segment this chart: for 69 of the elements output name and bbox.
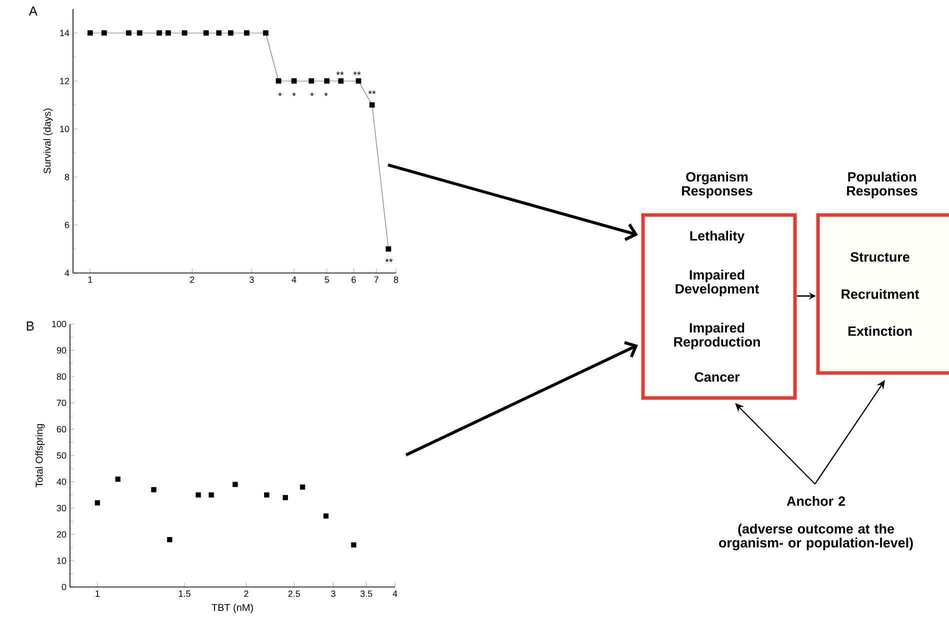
x-tick-label: 4 [292, 276, 296, 283]
text: Structure [850, 252, 910, 262]
annotation: * [310, 92, 314, 96]
annotation: ** [353, 72, 361, 76]
annotation: * [292, 92, 296, 96]
x-tick-label: 8 [394, 276, 398, 283]
point [338, 78, 344, 84]
text: Population Responses [847, 172, 918, 198]
y-tick-label: 8 [64, 174, 70, 180]
point [87, 30, 93, 36]
text: Lethality [690, 230, 745, 244]
y-tick-label: 40 [56, 478, 66, 485]
text: Anchor 2 [786, 496, 845, 506]
x-tick-label: 7 [374, 276, 378, 283]
point [369, 102, 375, 108]
text: Organism Responses [682, 172, 752, 198]
chart-title: B [26, 322, 34, 330]
x-tick-label: 4 [392, 590, 398, 597]
text: (adverse outcome at the organism- or population-level) [719, 524, 913, 550]
y-tick-label: 60 [56, 426, 66, 432]
y-tick-label: 6 [64, 222, 70, 228]
annotation: * [324, 92, 328, 96]
point [244, 30, 250, 36]
y-tick-label: 70 [56, 400, 66, 406]
y-tick-label: 0 [62, 584, 66, 590]
x-tick-label: 3.5 [360, 590, 372, 597]
text: Cancer [694, 372, 740, 382]
y-axis-title: Survival (days) [43, 108, 53, 174]
annotation: ** [368, 90, 376, 94]
y-tick-label: 10 [60, 126, 70, 132]
x-tick-label: 2 [244, 590, 248, 597]
x-tick-label: 1 [96, 590, 100, 597]
point [324, 78, 330, 84]
point [276, 78, 282, 84]
point [386, 246, 392, 252]
annotation: ** [385, 258, 393, 262]
annotation: * [278, 92, 282, 96]
text: Impaired Reproduction [674, 322, 760, 350]
x-tick-label: 2.5 [288, 590, 300, 597]
x-tick-label: 1.5 [178, 590, 190, 597]
point [308, 78, 314, 84]
point [291, 78, 297, 84]
point [101, 30, 107, 36]
text: Impaired Development [676, 270, 760, 296]
y-axis-title: Total Offspring [35, 424, 45, 488]
y-tick-label: 20 [56, 531, 66, 538]
point [165, 30, 171, 36]
point [182, 30, 188, 36]
text: Recruitment [842, 289, 920, 299]
x-axis-title: TBT (nM) [212, 604, 253, 613]
x-tick-label: 2 [190, 276, 194, 283]
x-tick-label: 1 [88, 276, 92, 283]
x-tick-label: 5 [324, 276, 329, 283]
y-tick-label: 80 [56, 373, 66, 380]
point [228, 30, 234, 36]
y-tick-label: 12 [60, 78, 70, 84]
annotation: ** [336, 72, 344, 76]
y-tick-label: 30 [56, 504, 66, 512]
y-tick-label: 90 [56, 347, 66, 354]
x-tick-label: 6 [352, 276, 356, 283]
x-tick-label: 3 [331, 590, 336, 597]
y-tick-label: 14 [60, 30, 70, 36]
y-tick-label: 100 [52, 320, 66, 328]
y-tick-label: 10 [57, 558, 66, 564]
x-tick-label: 3 [250, 276, 254, 283]
y-tick-label: 4 [64, 270, 70, 276]
chart-title: A [28, 6, 38, 16]
text: Extinction [848, 326, 912, 336]
y-tick-label: 50 [56, 452, 66, 459]
